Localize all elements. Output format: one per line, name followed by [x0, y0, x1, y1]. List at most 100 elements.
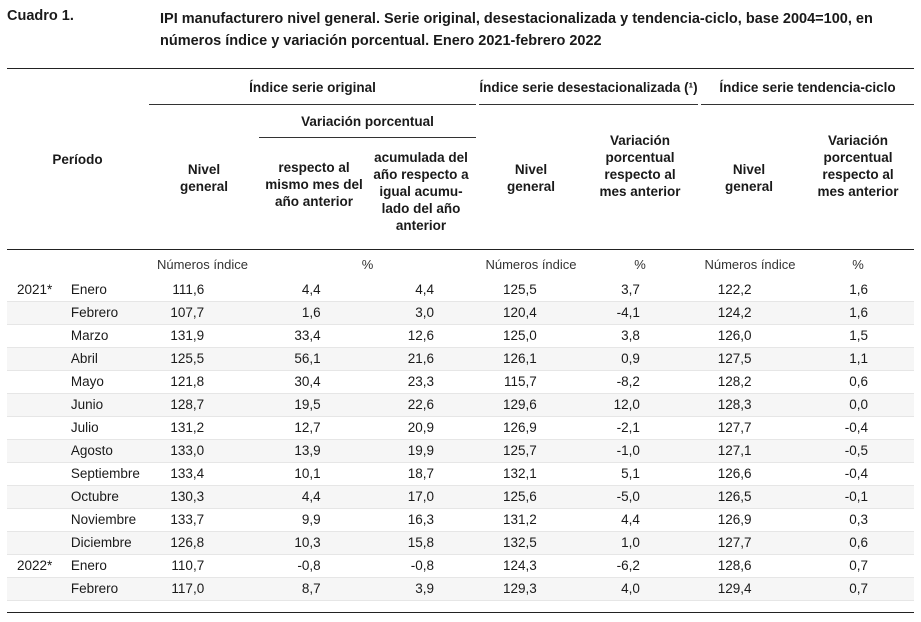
rule-serie-tendencia — [701, 104, 914, 105]
cell-value: 130,3 — [166, 485, 265, 509]
rule-variacion — [259, 137, 476, 138]
cell-value: 12,7 — [264, 416, 371, 440]
header-variacion-desest: Variación porcentual respecto al mes ant… — [599, 133, 681, 199]
cell-value: 10,3 — [264, 531, 371, 555]
cell-value: 16,3 — [370, 508, 479, 532]
cell-year — [7, 370, 65, 394]
table-row: Julio 131,2 12,7 20,9 126,9 -2,1 127,7 -0,4 — [7, 416, 914, 440]
cell-value: 125,5 — [478, 278, 595, 302]
header-serie-desestacionalizada: Índice serie desestacionalizada (¹) — [479, 80, 698, 95]
cell-value: 12,0 — [594, 393, 694, 417]
cell-value: 115,7 — [478, 370, 595, 394]
cell-value: 128,6 — [693, 554, 810, 578]
table-row: Noviembre 133,7 9,9 16,3 131,2 4,4 126,9 0,3 — [7, 508, 914, 532]
cell-month: Julio — [64, 416, 167, 440]
cell-value: 3,0 — [370, 301, 479, 325]
cell-value: -4,1 — [594, 301, 694, 325]
cell-value: 15,8 — [370, 531, 479, 555]
cell-value: 5,1 — [594, 462, 694, 486]
header-nivel-general-original: Nivel general — [179, 162, 229, 194]
cell-month: Mayo — [64, 370, 167, 394]
header-respecto-mismo-mes: respecto al mismo mes del año anterior — [265, 160, 363, 209]
cell-value: 4,4 — [264, 278, 371, 302]
unit-numeros-indice-desest: Números índice — [485, 257, 577, 272]
cell-value: 1,0 — [594, 531, 694, 555]
cell-value: 4,4 — [264, 485, 371, 509]
cell-month: Septiembre — [64, 462, 167, 486]
table-title: IPI manufacturero nivel general. Serie o… — [160, 11, 873, 49]
cell-value: 124,2 — [693, 301, 810, 325]
cell-value: 3,9 — [370, 577, 479, 601]
cell-value: 128,7 — [166, 393, 265, 417]
cell-value: 125,7 — [478, 439, 595, 463]
header-nivel-general-tendencia: Nivel general — [724, 162, 774, 194]
cell-value: 30,4 — [264, 370, 371, 394]
cell-month: Febrero — [64, 577, 167, 601]
header-acumulada: acumulada del año respecto a igual acumu… — [373, 150, 469, 233]
cell-value: -0,4 — [809, 416, 914, 440]
header-serie-original: Índice serie original — [249, 80, 376, 95]
cell-value: -0,8 — [264, 554, 371, 578]
cell-value: 126,1 — [478, 347, 595, 371]
unit-porcentaje-tendencia: % — [852, 257, 864, 272]
cell-year — [7, 577, 65, 601]
cell-value: -8,2 — [594, 370, 694, 394]
top-rule — [7, 68, 914, 69]
cell-year — [7, 324, 65, 348]
rule-serie-desest — [479, 104, 698, 105]
table-row: Diciembre 126,8 10,3 15,8 132,5 1,0 127,7 0,6 — [7, 531, 914, 555]
rule-serie-original — [149, 104, 476, 105]
cell-value: 20,9 — [370, 416, 479, 440]
header-nivel-general-desest: Nivel general — [506, 162, 556, 194]
table-row: Marzo 131,9 33,4 12,6 125,0 3,8 126,0 1,5 — [7, 324, 914, 348]
cell-value: 133,7 — [166, 508, 265, 532]
cell-year — [7, 347, 65, 371]
cell-value: 8,7 — [264, 577, 371, 601]
cell-month: Enero — [64, 278, 167, 302]
table-row: Mayo 121,8 30,4 23,3 115,7 -8,2 128,2 0,6 — [7, 370, 914, 394]
cell-value: 13,9 — [264, 439, 371, 463]
cell-value: 128,3 — [693, 393, 810, 417]
cell-year — [7, 485, 65, 509]
cell-month: Abril — [64, 347, 167, 371]
cell-value: 0,7 — [809, 577, 914, 601]
table-row: 2022* Enero 110,7 -0,8 -0,8 124,3 -6,2 128,6 0,7 — [7, 554, 914, 578]
cell-value: -2,1 — [594, 416, 694, 440]
cell-year: 2022* — [7, 554, 65, 578]
header-bottom-rule — [7, 249, 914, 250]
cell-value: 129,3 — [478, 577, 595, 601]
cell-value: 3,8 — [594, 324, 694, 348]
cell-value: 126,0 — [693, 324, 810, 348]
cell-value: 127,1 — [693, 439, 810, 463]
table-caption-label: Cuadro 1. — [7, 8, 74, 24]
cell-value: 120,4 — [478, 301, 595, 325]
header-variacion-porcentual: Variación porcentual — [301, 114, 434, 129]
cell-value: 17,0 — [370, 485, 479, 509]
unit-porcentaje-desest: % — [634, 257, 646, 272]
cell-year — [7, 462, 65, 486]
header-periodo: Período — [52, 152, 103, 167]
cell-value: 23,3 — [370, 370, 479, 394]
unit-numeros-indice-tendencia: Números índice — [704, 257, 796, 272]
cell-value: 125,5 — [166, 347, 265, 371]
cell-year — [7, 508, 65, 532]
cell-value: 4,4 — [594, 508, 694, 532]
table-row: Junio 128,7 19,5 22,6 129,6 12,0 128,3 0,0 — [7, 393, 914, 417]
cell-value: 1,5 — [809, 324, 914, 348]
cell-value: 107,7 — [166, 301, 265, 325]
cell-value: 132,1 — [478, 462, 595, 486]
cell-value: 125,0 — [478, 324, 595, 348]
table-row: Febrero 107,7 1,6 3,0 120,4 -4,1 124,2 1,6 — [7, 301, 914, 325]
cell-value: 0,7 — [809, 554, 914, 578]
cell-month: Marzo — [64, 324, 167, 348]
table-row: Septiembre 133,4 10,1 18,7 132,1 5,1 126,6 -0,4 — [7, 462, 914, 486]
cell-value: 127,7 — [693, 416, 810, 440]
table-row: Abril 125,5 56,1 21,6 126,1 0,9 127,5 1,1 — [7, 347, 914, 371]
header-variacion-tendencia: Variación porcentual respecto al mes ant… — [817, 133, 899, 199]
table-row: 2021* Enero 111,6 4,4 4,4 125,5 3,7 122,2 1,6 — [7, 278, 914, 302]
cell-value: 0,6 — [809, 531, 914, 555]
cell-value: 126,9 — [478, 416, 595, 440]
cell-value: 129,6 — [478, 393, 595, 417]
cell-value: 124,3 — [478, 554, 595, 578]
cell-value: 126,6 — [693, 462, 810, 486]
